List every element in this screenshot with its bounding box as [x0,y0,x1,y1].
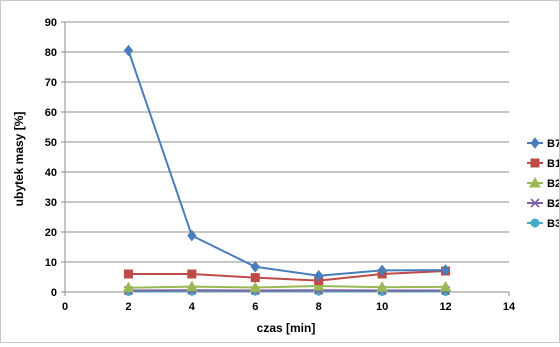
legend-label-b21: B21 [547,178,559,190]
x-tick-label: 0 [62,301,68,313]
series-line-b14 [128,271,445,281]
x-tick-label: 12 [439,301,451,313]
legend-label-b14: B14 [547,158,559,170]
legend-marker-b7 [531,138,539,148]
x-tick-label: 2 [125,301,131,313]
y-tick-label: 60 [45,107,57,119]
legend-label-b7: B7 [547,138,559,150]
series-layer [123,46,450,296]
y-tick-label: 30 [45,197,57,209]
legend-label-b28: B28 [547,198,559,210]
y-tick-label: 50 [45,137,57,149]
data-point-b14 [124,270,132,278]
data-point-b14 [251,274,259,282]
legend-item-b14: B14 [527,158,559,170]
x-tick-label: 6 [252,301,258,313]
y-tick-label: 80 [45,47,57,59]
x-tick-label: 4 [189,301,196,313]
legend: B7 B14 B21 B28 B35 [527,138,559,230]
legend-item-b28: B28 [527,198,559,210]
series-b7 [124,46,449,281]
data-point-b14 [188,270,196,278]
legend-item-b35: B35 [527,218,559,230]
y-axis-title: ubytek masy [%] [12,112,26,207]
legend-marker-b35 [531,219,539,227]
y-tick-label: 90 [45,17,57,29]
legend-marker-b14 [531,159,539,167]
series-line-b21 [128,286,445,288]
data-point-b7 [124,46,132,56]
y-tick-label: 10 [45,257,57,269]
x-tick-label: 10 [376,301,388,313]
x-tick-label: 14 [503,301,516,313]
y-tick-label: 0 [51,287,57,299]
legend-item-b21: B21 [527,178,559,190]
y-tick-label: 40 [45,167,57,179]
legend-label-b35: B35 [547,218,559,230]
legend-item-b7: B7 [527,138,559,150]
y-tick-label: 70 [45,77,57,89]
series-line-b7 [128,51,445,276]
data-point-b7 [251,262,259,272]
y-tick-label: 20 [45,227,57,239]
x-tick-label: 8 [316,301,322,313]
x-axis-title: czas [min] [257,321,316,335]
